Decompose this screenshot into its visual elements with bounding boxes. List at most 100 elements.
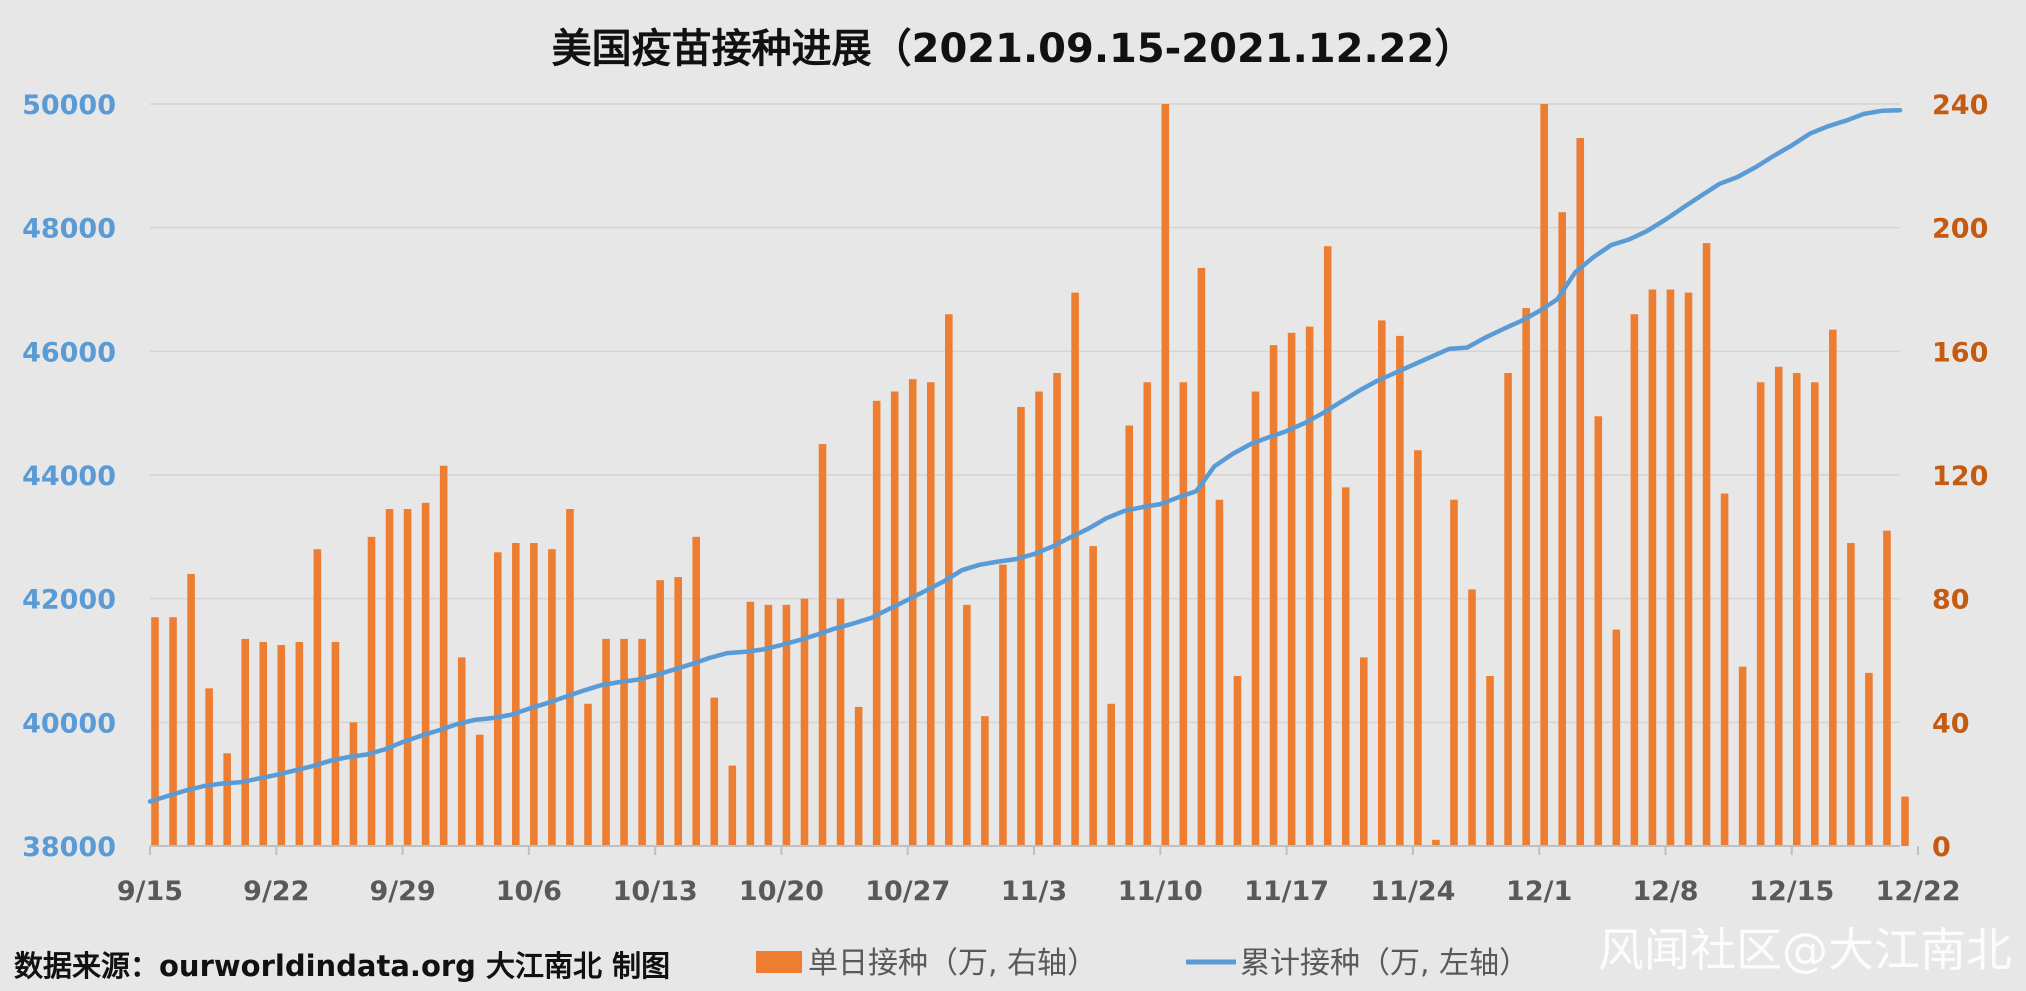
bar [295,641,304,846]
source-note: 数据来源：ourworldindata.org 大江南北 制图 [14,949,670,983]
bar [530,543,538,846]
bar [349,722,358,846]
chart-title: 美国疫苗接种进展（2021.09.15-2021.12.22） [552,26,1475,72]
bar [1125,425,1134,846]
bar [385,509,394,846]
bar [656,580,664,846]
bar [331,641,340,846]
bar [602,638,610,846]
y-right-tick-label: 80 [1932,585,1970,616]
bar [1396,335,1404,846]
bar [1287,332,1296,846]
x-tick-label: 9/22 [243,876,309,907]
bar [1107,703,1115,846]
bar [1341,487,1350,846]
x-tick-label: 12/8 [1632,876,1698,907]
bar [1179,382,1188,846]
bar [1666,289,1675,846]
bar [710,697,719,846]
bar [1504,372,1512,846]
y-right-tick-label: 120 [1932,461,1988,492]
y-left-tick-label: 50000 [22,90,116,121]
bar [187,573,195,846]
bar [1738,666,1747,846]
bar [1756,382,1765,846]
bar [403,509,412,846]
bar [421,502,430,846]
bar [981,716,989,846]
x-tick-label: 11/10 [1118,876,1203,907]
bar [1414,450,1422,846]
cumulative-line [147,107,1903,804]
bar [1486,675,1494,846]
legend-bar-swatch [756,951,802,973]
bar [926,382,935,846]
bar [512,543,520,846]
bar [1594,416,1603,846]
x-tick-label: 12/22 [1876,876,1961,907]
bar [1468,589,1476,846]
bar [1305,326,1314,847]
bar [854,706,863,846]
bar [800,598,809,846]
bar [638,638,646,846]
y-left-tick-label: 44000 [22,461,116,492]
bar [1522,308,1530,846]
bar [457,657,466,846]
y-right-tick-label: 40 [1932,708,1970,739]
watermark: 风闻社区@大江南北 [1598,923,2012,977]
bar [818,444,827,846]
bar [1161,104,1170,846]
bar [313,549,322,846]
axes: 38000 40000 42000 44000 46000 48000 50000 0 40 80… [22,90,1988,907]
y-right-tick-label: 0 [1932,832,1951,863]
x-tick-label: 12/1 [1506,876,1572,907]
bar [890,391,899,846]
bar [475,734,484,846]
bar [241,638,249,846]
x-tick-label: 10/27 [865,876,950,907]
y-right-tick-label: 200 [1932,214,1988,245]
bar [439,465,448,846]
bar [1792,372,1801,846]
bar [674,577,682,846]
bar-series [151,104,1909,847]
bar [1251,391,1260,846]
bar [1359,657,1368,846]
x-tick-label: 11/17 [1244,876,1329,907]
bar [872,400,881,846]
bar [1071,292,1079,846]
bar [1269,345,1278,846]
bar [782,604,791,846]
bar [1576,138,1585,847]
x-tick-label: 10/20 [739,876,824,907]
x-tick-label: 12/15 [1749,876,1834,907]
bar [1017,406,1025,846]
bar [548,549,556,846]
bar [1053,372,1061,846]
x-tick-label: 10/6 [496,876,562,907]
line-series [147,107,1903,804]
bar [692,536,701,846]
y-left-tick-label: 38000 [22,832,116,863]
bar [584,703,592,846]
bar [1035,391,1043,846]
bar [169,617,177,846]
bar [908,379,917,846]
bar [277,645,286,846]
bar [1378,320,1386,847]
bar [1684,292,1693,846]
legend-bar-label: 单日接种（万, 右轴） [808,946,1097,981]
x-tick-label: 9/15 [117,876,183,907]
bar [1811,382,1819,846]
bar [620,638,628,846]
bar [1901,796,1909,846]
y-right-tick-label: 160 [1932,337,1988,368]
bar [1089,546,1097,846]
y-left-tick-label: 40000 [22,708,116,739]
bar [1540,104,1548,846]
bar [1702,243,1711,846]
bar [493,552,502,846]
bar [746,601,755,846]
